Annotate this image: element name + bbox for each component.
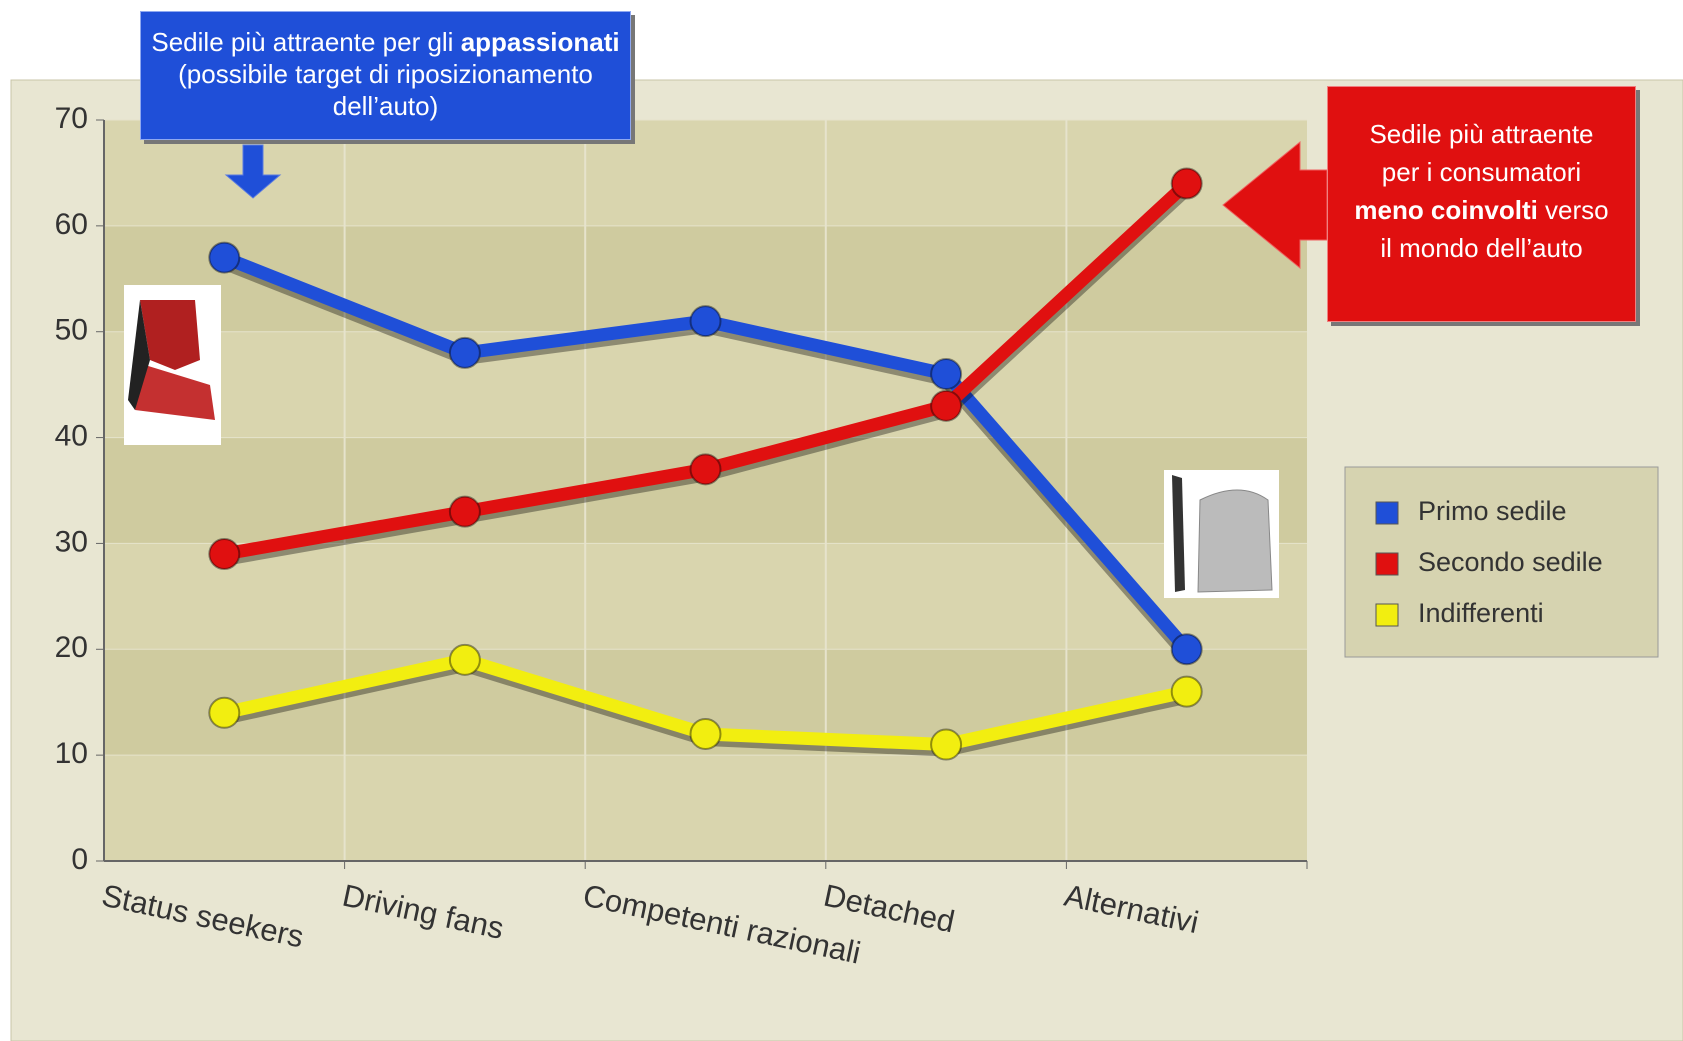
legend-swatch [1376,502,1398,524]
y-tick-label: 10 [55,737,88,770]
y-tick-label: 60 [55,208,88,241]
annotation-bold: appassionati [461,27,620,57]
y-tick-label: 70 [55,102,88,135]
legend-swatch [1376,604,1398,626]
page: 010203040506070Status seekersDriving fan… [0,0,1683,1041]
legend-label: Indifferenti [1418,598,1544,628]
annotation-blue: Sedile più attraente per gli appassionat… [140,11,631,140]
seat-image-2 [1164,470,1279,598]
annotation-text: Sedile più attraente per gli [151,27,460,57]
y-tick-label: 0 [71,843,88,876]
point [691,306,721,336]
legend-swatch [1376,553,1398,575]
annotation-red: Sedile più attraente per i consumatori m… [1327,86,1636,322]
annotation-bold: meno coinvolti [1354,195,1537,225]
point [209,539,239,569]
legend-label: Secondo sedile [1418,547,1603,577]
seat-image-1 [124,285,221,445]
point [450,338,480,368]
point [450,645,480,675]
point [450,497,480,527]
y-tick-label: 30 [55,525,88,558]
point [691,719,721,749]
y-tick-label: 20 [55,631,88,664]
y-tick-label: 40 [55,419,88,452]
point [1172,169,1202,199]
legend-label: Primo sedile [1418,496,1567,526]
point [1172,677,1202,707]
point [931,359,961,389]
annotation-text: Sedile più attraente per i consumatori [1369,119,1593,187]
point [209,698,239,728]
point [1172,634,1202,664]
y-tick-label: 50 [55,314,88,347]
point [931,391,961,421]
annotation-text: (possibile target di riposizionamento de… [178,59,593,121]
point [931,730,961,760]
point [209,243,239,273]
point [691,454,721,484]
